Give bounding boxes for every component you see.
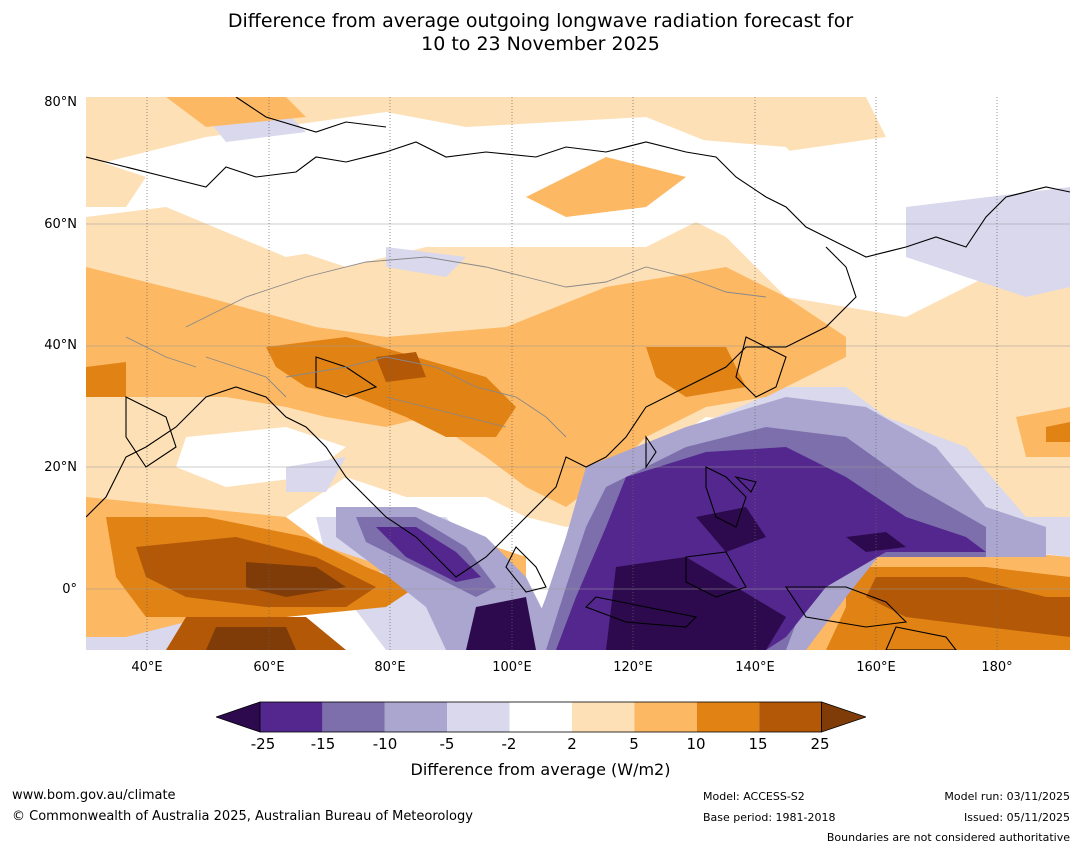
lon-label-160e: 160°E	[856, 660, 896, 675]
colorbar-tick: -15	[310, 735, 336, 753]
colorbar-bin-2-to-5	[572, 702, 635, 732]
website-link[interactable]: www.bom.gov.au/climate	[12, 788, 176, 803]
colorbar-bin-10-to-15	[696, 702, 760, 732]
colorbar-tick: -2	[501, 735, 517, 753]
country-borders	[125, 256, 767, 438]
colorbar-bin-minus10-to-minus5	[384, 702, 448, 732]
lat-label-equator: 0°	[62, 582, 77, 597]
colorbar-bin-15-to-25	[759, 702, 822, 732]
colorbar-bin-5-to-10	[634, 702, 697, 732]
colorbar-tick: -10	[372, 735, 398, 753]
colorbar-bin-minus15-to-minus10	[322, 702, 385, 732]
colorbar-bin-minus2-to-2	[509, 702, 572, 732]
lon-label-80e: 80°E	[374, 660, 406, 675]
colorbar-tick: -25	[250, 735, 276, 753]
lat-label-40n: 40°N	[44, 338, 77, 353]
colorbar-tick: 15	[748, 735, 768, 753]
copyright-text: © Commonwealth of Australia 2025, Austra…	[12, 809, 473, 824]
colorbar-extend-above	[821, 701, 866, 733]
anomaly-above-25-regions	[206, 562, 346, 650]
base-period: Base period: 1981-2018	[703, 811, 836, 824]
anomaly-map	[86, 97, 1070, 650]
model-run-date: Model run: 03/11/2025	[944, 790, 1070, 803]
lon-label-40e: 40°E	[131, 660, 163, 675]
lat-label-60n: 60°N	[44, 217, 77, 232]
lon-label-180: 180°	[981, 660, 1013, 675]
colorbar-bin-minus5-to-minus2	[447, 702, 510, 732]
colorbar	[216, 701, 866, 733]
colorbar-outline	[259, 701, 822, 733]
colorbar-tick: 10	[686, 735, 706, 753]
colorbar-tick: 5	[629, 735, 639, 753]
issued-date: Issued: 05/11/2025	[963, 811, 1070, 824]
map-canvas	[86, 97, 1070, 650]
map-meridians	[146, 97, 998, 650]
colorbar-tick: -5	[439, 735, 455, 753]
boundaries-disclaimer: Boundaries are not considered authoritat…	[826, 831, 1070, 844]
title-line-1: Difference from average outgoing longwav…	[227, 10, 854, 32]
model-name: Model: ACCESS-S2	[703, 790, 805, 803]
title-line-2: 10 to 23 November 2025	[421, 33, 660, 55]
colorbar-extend-below	[216, 701, 261, 733]
coastlines	[86, 97, 1070, 650]
colorbar-bin-minus25-to-minus15	[260, 702, 323, 732]
lat-label-20n: 20°N	[44, 460, 77, 475]
lat-label-80n: 80°N	[44, 95, 77, 110]
lon-label-60e: 60°E	[253, 660, 285, 675]
lon-label-100e: 100°E	[492, 660, 532, 675]
lon-label-120e: 120°E	[613, 660, 653, 675]
map-gridlines	[86, 223, 1070, 590]
lon-label-140e: 140°E	[735, 660, 775, 675]
chart-title: Difference from average outgoing longwav…	[0, 10, 1081, 56]
colorbar-tick: 25	[810, 735, 830, 753]
colorbar-tick: 2	[567, 735, 577, 753]
colorbar-label: Difference from average (W/m2)	[410, 760, 671, 779]
